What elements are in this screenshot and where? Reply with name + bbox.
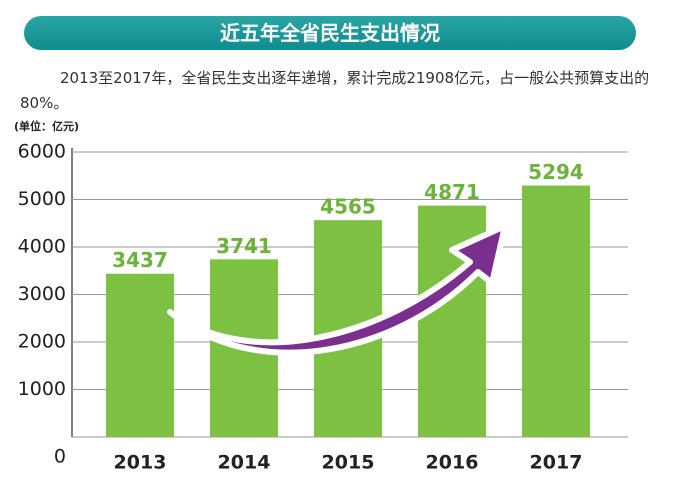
value-label: 4871 [424, 180, 480, 204]
x-tick-label: 2013 [114, 452, 167, 474]
value-label: 3437 [112, 248, 168, 272]
y-tick-label: 4000 [18, 236, 66, 258]
bar [106, 273, 174, 437]
unit-label: (单位：亿元) [14, 120, 80, 133]
y-tick-label: 1000 [18, 378, 66, 400]
y-tick-label: 2000 [18, 331, 66, 353]
value-label: 5294 [528, 160, 584, 184]
y-tick-label: 3000 [18, 283, 66, 305]
x-tick-label: 2014 [218, 452, 271, 474]
subtitle: 2013至2017年，全省民生支出逐年递增，累计完成21908亿元，占一般公共预… [20, 69, 650, 112]
y-tick-label: 5000 [18, 188, 66, 210]
bars [106, 185, 590, 437]
trend-arrow [167, 223, 508, 356]
x-tick-label: 2016 [426, 452, 479, 474]
value-label: 4565 [320, 195, 376, 219]
y-tick-label: 6000 [18, 141, 66, 163]
x-tick-label: 2015 [322, 452, 375, 474]
bar [522, 185, 590, 437]
chart-title: 近五年全省民生支出情况 [24, 16, 636, 50]
value-label: 3741 [216, 234, 272, 258]
y-tick-label: 0 [54, 446, 66, 468]
x-tick-label: 2017 [530, 452, 583, 474]
labels: 0 1000 2000 3000 4000 5000 6000 2013 3437 2014 374… [18, 141, 584, 474]
